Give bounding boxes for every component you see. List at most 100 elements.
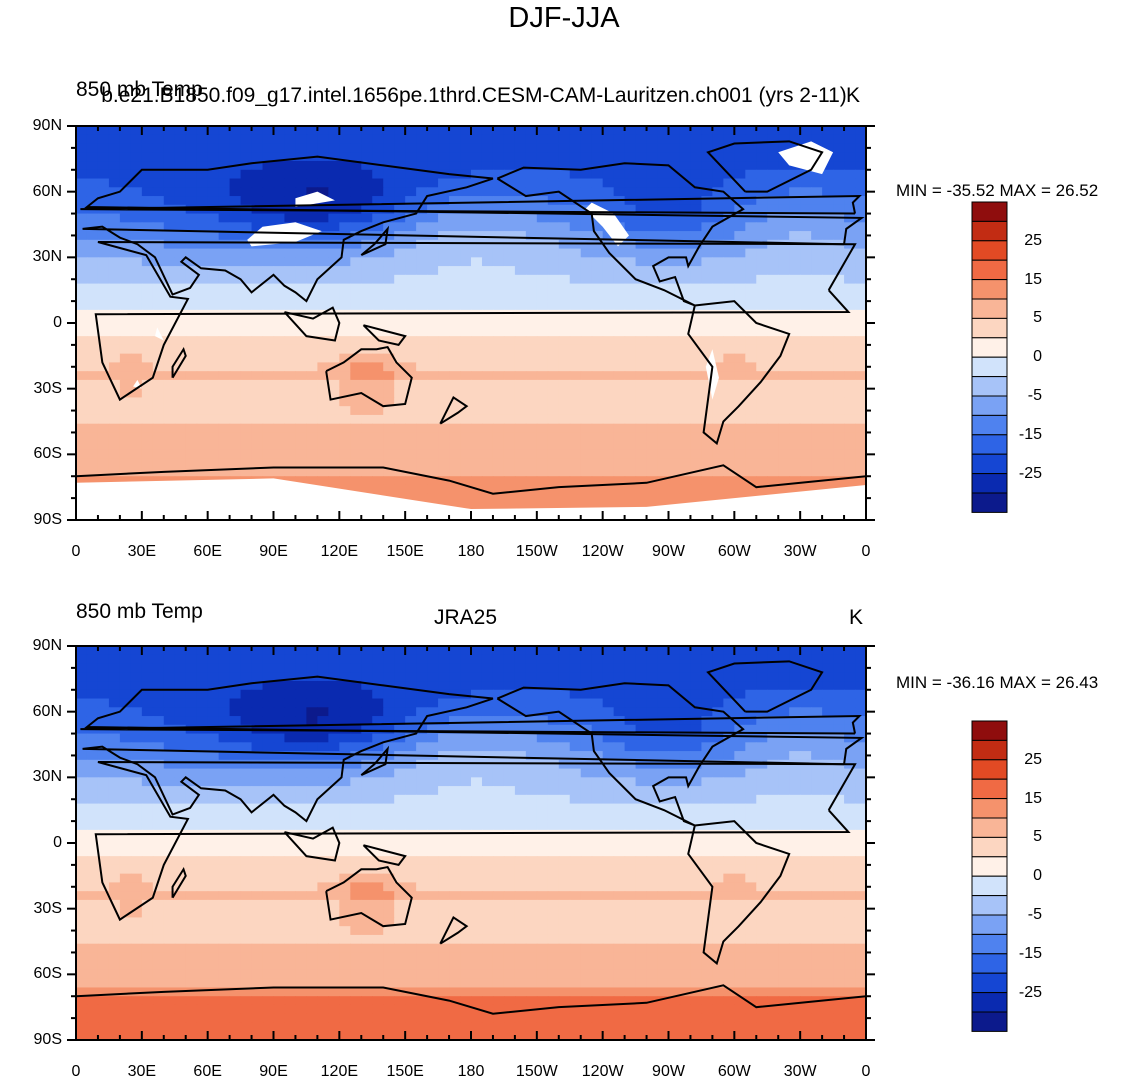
heatmap-cell [350,204,362,215]
heatmap-cell [668,646,681,656]
heatmap-cell [778,646,790,656]
heatmap-cell [229,646,242,656]
heatmap-cell [580,248,593,258]
heatmap-cell [624,672,637,682]
heatmap-cell [492,794,505,805]
heatmap-cell [690,423,703,434]
heatmap-cell [427,318,439,328]
heatmap-cell [361,742,373,752]
heatmap-cell [185,222,198,232]
heatmap-cell [767,716,779,726]
heatmap-cell [844,301,856,311]
heatmap-cell [108,672,121,682]
heatmap-cell [756,733,768,743]
heatmap-cell [295,449,308,460]
heatmap-cell [756,689,768,700]
heatmap-cell [328,759,340,770]
heatmap-cell [690,733,703,743]
heatmap-cell [602,458,615,469]
heatmap-cell [756,663,768,673]
heatmap-cell [690,178,703,188]
heatmap-cell [756,829,768,840]
heatmap-cell [635,301,648,311]
heatmap-cell [97,733,110,743]
heatmap-cell [514,681,527,691]
heatmap-cell [141,689,154,700]
heatmap-cell [536,751,549,761]
panel2-stats: MIN = -36.16 MAX = 26.43 [896,673,1099,692]
heatmap-cell [273,362,286,372]
heatmap-cell [471,467,483,477]
heatmap-cell [679,196,692,206]
heatmap-cell [108,423,121,434]
heatmap-cell [492,646,505,656]
heatmap-cell [745,292,757,302]
heatmap-cell [558,336,571,346]
heatmap-cell [701,126,713,136]
heatmap-cell [273,161,286,171]
heatmap-cell [679,484,692,495]
heatmap-cell [492,213,505,223]
heatmap-cell [635,698,648,708]
heatmap-cell [514,406,527,416]
heatmap-cell [503,449,516,460]
heatmap-cell [251,759,264,770]
heatmap-cell [558,681,571,691]
heatmap-cell [141,803,154,813]
heatmap-cell [262,283,275,293]
heatmap-cell [86,213,99,223]
heatmap-cell [580,309,593,320]
heatmap-cell [405,768,417,778]
heatmap-cell [624,441,637,451]
heatmap-cell [591,379,604,390]
heatmap-cell [712,126,724,136]
heatmap-cell [218,126,231,136]
heatmap-cell [525,663,538,673]
heatmap-cell [141,458,154,469]
heatmap-cell [613,654,626,665]
heatmap-cell [712,803,724,813]
heatmap-cell [767,309,779,320]
heatmap-cell [383,371,395,381]
heatmap-cell [317,379,329,390]
heatmap-cell [427,283,439,293]
heatmap-cell [734,292,746,302]
heatmap-cell [800,248,812,258]
heatmap-cell [756,248,768,258]
heatmap-cell [789,777,801,787]
heatmap-cell [471,231,483,241]
heatmap-cell [196,344,209,355]
heatmap-cell [558,178,571,188]
heatmap-cell [492,134,505,145]
heatmap-cell [657,178,670,188]
heatmap-cell [646,777,659,787]
heatmap-cell [536,327,549,337]
heatmap-cell [130,812,143,822]
heatmap-cell [646,432,659,442]
heatmap-cell [701,794,713,805]
heatmap-cell [833,336,845,346]
heatmap-cell [394,318,406,328]
heatmap-cell [405,274,417,285]
heatmap-cell [822,231,834,241]
heatmap-cell [295,681,308,691]
heatmap-cell [350,152,362,162]
heatmap-cell [569,432,582,442]
heatmap-cell [306,654,318,665]
heatmap-cell [536,449,549,460]
heatmap-cell [317,126,329,136]
heatmap-cell [339,161,351,171]
heatmap-cell [97,423,110,434]
heatmap-cell [317,458,329,469]
heatmap-cell [218,698,231,708]
heatmap-cell [196,371,209,381]
heatmap-cell [295,301,308,311]
heatmap-cell [196,768,209,778]
heatmap-cell [569,213,582,223]
heatmap-cell [240,646,253,656]
heatmap-cell [624,812,637,822]
heatmap-cell [745,318,757,328]
heatmap-cell [471,672,483,682]
heatmap-cell [580,794,593,805]
heatmap-cell [701,458,713,469]
